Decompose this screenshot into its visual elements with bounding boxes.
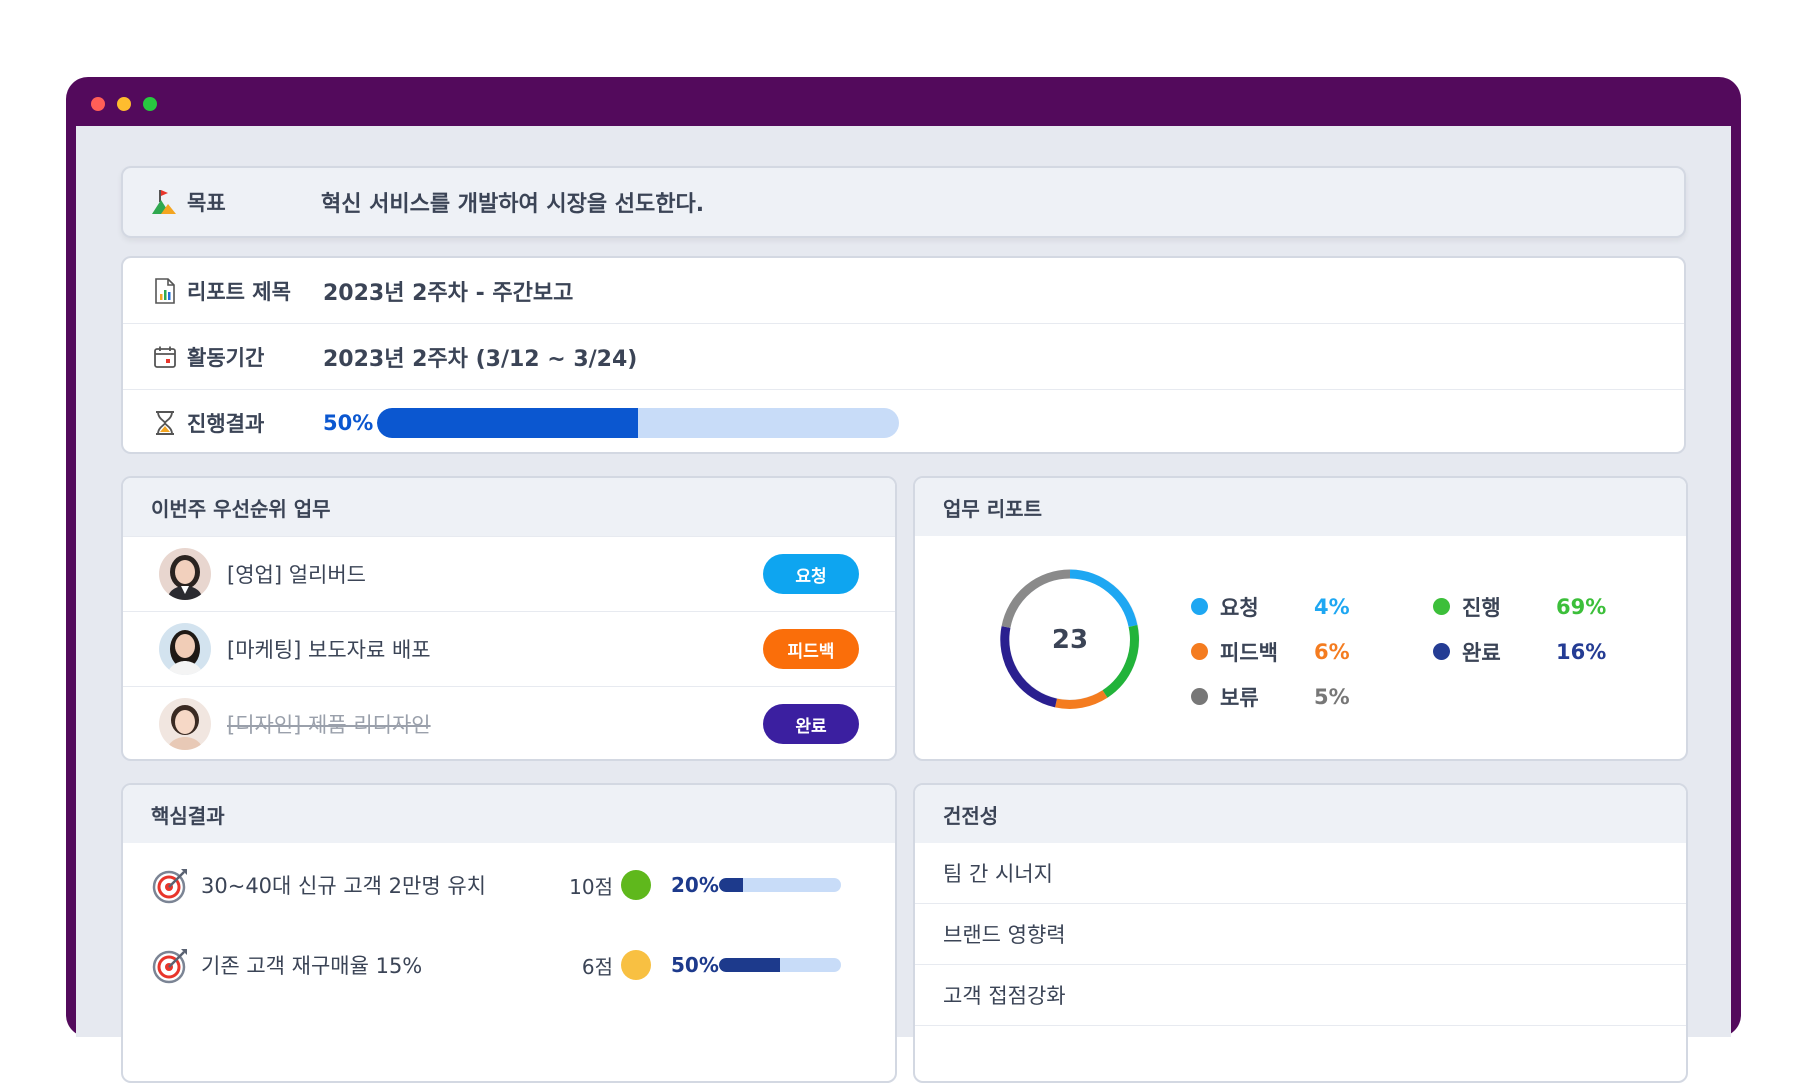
target-icon [152, 949, 187, 984]
status-badge[interactable]: 완료 [763, 704, 859, 744]
status-indicator [621, 950, 651, 980]
key-result-score: 6점 [581, 954, 613, 979]
key-result-progress-bar [719, 958, 841, 972]
goal-card: 목표 혁신 서비스를 개발하여 시장을 선도한다. [121, 166, 1686, 238]
legend-name: 피드백 [1220, 640, 1278, 665]
legend-item: 완료 16% [1433, 629, 1606, 674]
hourglass-icon [153, 409, 177, 437]
avatar [159, 698, 211, 750]
legend-item: 요청 4% [1191, 584, 1350, 629]
app-window: 목표 혁신 서비스를 개발하여 시장을 선도한다. 리포트 제목 2023년 2… [66, 77, 1741, 1083]
key-result-percent: 20% [671, 873, 719, 897]
progress-label: 진행결과 [187, 412, 265, 436]
calendar-icon [153, 343, 177, 371]
dashboard-content: 목표 혁신 서비스를 개발하여 시장을 선도한다. 리포트 제목 2023년 2… [76, 126, 1731, 1083]
health-card: 건전성 팀 간 시너지 브랜드 영향력 고객 접점강화 [913, 783, 1688, 1083]
status-indicator [621, 870, 651, 900]
donut-chart: 23 [1000, 569, 1140, 709]
avatar [159, 548, 211, 600]
report-info-card: 리포트 제목 2023년 2주차 - 주간보고 활동기간 2023년 2주차 (… [121, 256, 1686, 454]
task-row[interactable]: [마케팅] 보도자료 배포 피드백 [123, 611, 895, 686]
legend-dot [1191, 598, 1208, 615]
legend-name: 진행 [1462, 595, 1501, 620]
report-title-row: 리포트 제목 2023년 2주차 - 주간보고 [123, 258, 1684, 324]
status-badge[interactable]: 요청 [763, 554, 859, 594]
task-row[interactable]: [영업] 얼리버드 요청 [123, 536, 895, 611]
legend-item: 보류 5% [1191, 674, 1350, 719]
key-result-row[interactable]: 기존 고객 재구매율 15% 6점 50% [123, 925, 895, 1005]
progress-percent: 50% [323, 411, 374, 435]
legend-dot [1191, 643, 1208, 660]
task-row[interactable]: [디자인] 제품 리디자인 완료 [123, 686, 895, 759]
report-title-label: 리포트 제목 [187, 279, 291, 304]
legend-item: 진행 69% [1433, 584, 1606, 629]
key-results-card: 핵심결과 30~40대 신규 고객 2만명 유치 10점 20% [121, 783, 897, 1083]
progress-bar [377, 408, 899, 438]
legend-dot [1191, 688, 1208, 705]
health-item[interactable]: 팀 간 시너지 [915, 843, 1686, 904]
work-report-title: 업무 리포트 [915, 478, 1686, 536]
key-results-title: 핵심결과 [123, 785, 895, 843]
legend-dot [1433, 598, 1450, 615]
status-badge[interactable]: 피드백 [763, 629, 859, 669]
avatar [159, 623, 211, 675]
task-label: [마케팅] 보도자료 배포 [227, 638, 431, 662]
target-icon [152, 869, 187, 904]
legend-value: 16% [1556, 639, 1607, 664]
work-report-body: 23 요청 4% 피드백 6% 보류 [915, 536, 1686, 759]
close-window-button[interactable] [91, 97, 105, 111]
priority-tasks-title: 이번주 우선순위 업무 [123, 478, 895, 536]
legend-value: 5% [1314, 684, 1350, 709]
task-label: [디자인] 제품 리디자인 [227, 713, 431, 737]
key-result-progress-fill [719, 878, 744, 892]
window-controls [91, 97, 157, 111]
report-doc-icon [153, 277, 177, 305]
activity-period-label: 활동기간 [187, 345, 265, 370]
maximize-window-button[interactable] [143, 97, 157, 111]
task-label: [영업] 얼리버드 [227, 563, 366, 587]
legend-name: 요청 [1220, 595, 1259, 620]
legend-value: 6% [1314, 639, 1350, 664]
key-result-score: 10점 [569, 874, 613, 899]
progress-bar-fill [377, 408, 638, 438]
activity-period-value: 2023년 2주차 (3/12 ~ 3/24) [323, 346, 638, 372]
flag-mountain-icon [152, 190, 176, 214]
key-result-percent: 50% [671, 953, 719, 977]
report-title-value: 2023년 2주차 - 주간보고 [323, 280, 574, 306]
key-result-row[interactable]: 30~40대 신규 고객 2만명 유치 10점 20% [123, 845, 895, 925]
legend-value: 4% [1314, 594, 1350, 619]
legend-item: 피드백 6% [1191, 629, 1350, 674]
legend-right: 진행 69% 완료 16% [1433, 584, 1606, 674]
health-title: 건전성 [915, 785, 1686, 843]
legend-left: 요청 4% 피드백 6% 보류 5% [1191, 584, 1350, 719]
goal-label: 목표 [187, 191, 226, 215]
legend-dot [1433, 643, 1450, 660]
key-result-label: 30~40대 신규 고객 2만명 유치 [201, 874, 486, 898]
key-result-label: 기존 고객 재구매율 15% [201, 954, 423, 978]
progress-row: 진행결과 50% [123, 390, 1684, 452]
activity-period-row: 활동기간 2023년 2주차 (3/12 ~ 3/24) [123, 324, 1684, 390]
priority-tasks-card: 이번주 우선순위 업무 [영업] 얼리버드 요청 [121, 476, 897, 761]
legend-name: 완료 [1462, 640, 1501, 665]
minimize-window-button[interactable] [117, 97, 131, 111]
key-result-progress-fill [719, 958, 780, 972]
health-item[interactable]: 브랜드 영향력 [915, 904, 1686, 965]
work-report-card: 업무 리포트 23 요청 4% [913, 476, 1688, 761]
goal-value: 혁신 서비스를 개발하여 시장을 선도한다. [321, 192, 705, 217]
legend-value: 69% [1556, 594, 1607, 619]
legend-name: 보류 [1220, 685, 1259, 710]
donut-total: 23 [1052, 625, 1088, 655]
health-item[interactable]: 고객 접점강화 [915, 965, 1686, 1026]
key-result-progress-bar [719, 878, 841, 892]
